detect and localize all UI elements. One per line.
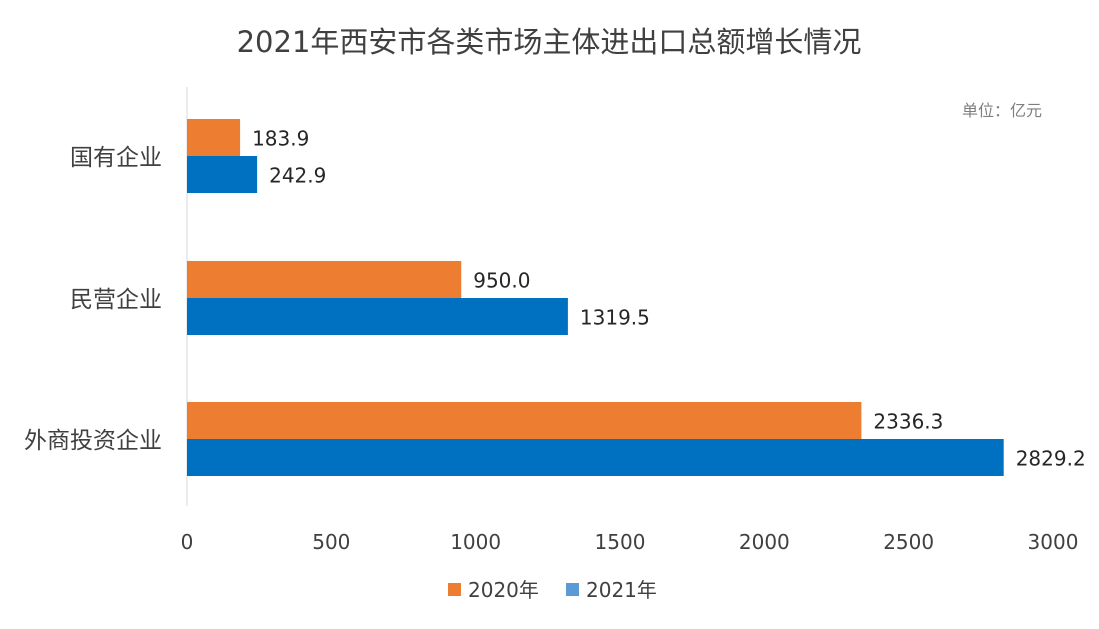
legend-swatch bbox=[566, 583, 579, 596]
chart-title: 2021年西安市各类市场主体进出口总额增长情况 bbox=[237, 25, 862, 59]
category-label: 民营企业 bbox=[70, 287, 162, 313]
bar-2021年-国有企业 bbox=[187, 156, 258, 193]
legend-label: 2021年 bbox=[586, 578, 657, 602]
bar-2020年-外商投资企业 bbox=[187, 402, 862, 439]
data-label: 1319.5 bbox=[580, 306, 650, 330]
legend-swatch bbox=[448, 583, 461, 596]
data-label: 950.0 bbox=[473, 269, 530, 293]
bar-2021年-民营企业 bbox=[187, 298, 568, 335]
data-label: 242.9 bbox=[269, 164, 326, 188]
x-tick-label: 1500 bbox=[595, 530, 646, 554]
bar-2020年-民营企业 bbox=[187, 261, 462, 298]
x-tick-label: 500 bbox=[312, 530, 350, 554]
category-label: 外商投资企业 bbox=[24, 428, 162, 454]
data-label: 183.9 bbox=[252, 127, 309, 151]
x-tick-label: 1000 bbox=[450, 530, 501, 554]
legend: 2020年 2021年 bbox=[448, 578, 657, 602]
category-label: 国有企业 bbox=[70, 145, 162, 171]
x-tick-label: 2500 bbox=[883, 530, 934, 554]
x-tick-label: 0 bbox=[181, 530, 194, 554]
x-tick-label: 3000 bbox=[1028, 530, 1079, 554]
x-tick-label: 2000 bbox=[739, 530, 790, 554]
data-label: 2829.2 bbox=[1016, 447, 1086, 471]
unit-note: 单位：亿元 bbox=[962, 101, 1042, 120]
data-label: 2336.3 bbox=[873, 410, 943, 434]
bar-2020年-国有企业 bbox=[187, 119, 241, 156]
legend-label: 2020年 bbox=[468, 578, 539, 602]
bar-2021年-外商投资企业 bbox=[187, 439, 1004, 476]
